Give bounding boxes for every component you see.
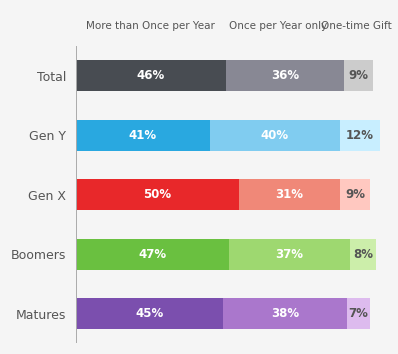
Text: 46%: 46% [137, 69, 165, 82]
Text: 12%: 12% [346, 129, 374, 142]
Bar [347, 298, 370, 329]
Bar [210, 120, 340, 151]
Text: 41%: 41% [129, 129, 157, 142]
Text: 7%: 7% [348, 307, 368, 320]
Text: 9%: 9% [348, 69, 368, 82]
Bar [76, 239, 229, 270]
Text: 45%: 45% [135, 307, 163, 320]
Bar [76, 120, 210, 151]
Bar [226, 60, 343, 91]
Text: 8%: 8% [353, 248, 373, 261]
Text: More than Once per Year: More than Once per Year [86, 21, 215, 31]
Text: One-time Gift: One-time Gift [321, 21, 392, 31]
Bar [76, 60, 226, 91]
Bar [340, 179, 370, 210]
Bar [222, 298, 347, 329]
Text: 31%: 31% [276, 188, 304, 201]
Text: 9%: 9% [345, 188, 365, 201]
Text: 37%: 37% [276, 248, 304, 261]
Text: 40%: 40% [261, 129, 289, 142]
Text: 36%: 36% [271, 69, 299, 82]
Bar [76, 298, 222, 329]
Bar [229, 239, 350, 270]
Bar [340, 120, 380, 151]
Text: 50%: 50% [143, 188, 172, 201]
Bar [343, 60, 373, 91]
Bar [239, 179, 340, 210]
Bar [76, 179, 239, 210]
Bar [350, 239, 376, 270]
Text: 47%: 47% [139, 248, 166, 261]
Text: Once per Year only: Once per Year only [229, 21, 327, 31]
Text: 38%: 38% [271, 307, 299, 320]
